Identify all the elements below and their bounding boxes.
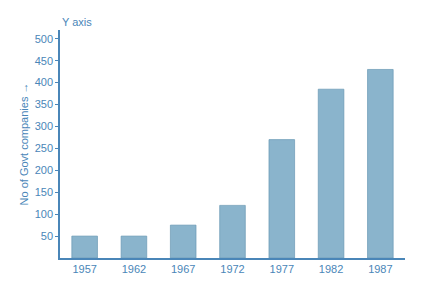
svg-text:1967: 1967 — [171, 263, 195, 275]
svg-text:350: 350 — [35, 98, 53, 110]
svg-text:200: 200 — [35, 164, 53, 176]
svg-text:150: 150 — [35, 186, 53, 198]
svg-text:1957: 1957 — [72, 263, 96, 275]
svg-text:Y axis: Y axis — [62, 16, 92, 28]
svg-text:1962: 1962 — [122, 263, 146, 275]
svg-text:50: 50 — [41, 230, 53, 242]
svg-text:1987: 1987 — [368, 263, 392, 275]
svg-text:250: 250 — [35, 142, 53, 154]
svg-text:1972: 1972 — [220, 263, 244, 275]
svg-text:400: 400 — [35, 76, 53, 88]
svg-text:100: 100 — [35, 208, 53, 220]
svg-text:1977: 1977 — [270, 263, 294, 275]
svg-text:1982: 1982 — [319, 263, 343, 275]
svg-text:450: 450 — [35, 55, 53, 67]
svg-text:300: 300 — [35, 120, 53, 132]
svg-text:No of Govt companies →: No of Govt companies → — [18, 83, 30, 206]
svg-text:500: 500 — [35, 33, 53, 45]
